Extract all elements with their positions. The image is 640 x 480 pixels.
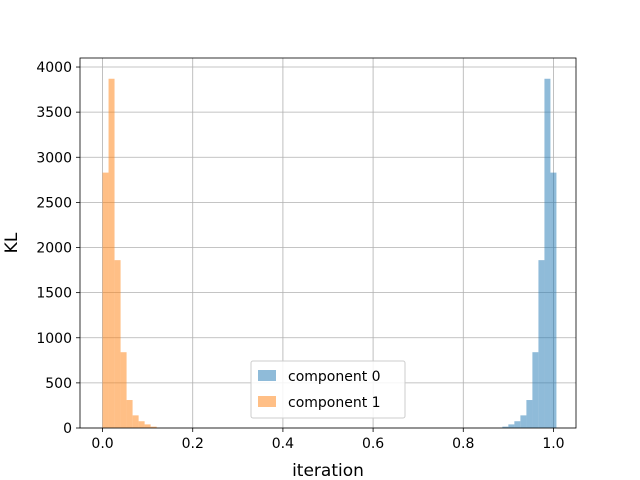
- plot-frame: [79, 57, 577, 429]
- histogram-bar-component-0: [514, 421, 521, 428]
- x-tick-label: 0.6: [362, 436, 384, 452]
- histogram-bar-component-1: [126, 400, 133, 428]
- histogram-bar-component-1: [150, 426, 157, 428]
- y-tick-label: 4000: [36, 60, 72, 76]
- x-tick-label: 0.0: [91, 436, 113, 452]
- histogram-bar-component-0: [526, 400, 533, 428]
- histogram-bar-component-1: [102, 172, 109, 428]
- y-axis-label: KL: [2, 232, 22, 253]
- y-tick-label: 3000: [36, 150, 72, 166]
- histogram-bar-component-0: [520, 415, 527, 428]
- histogram-bar-component-0: [550, 172, 557, 428]
- y-tick-label: 2500: [36, 195, 72, 211]
- x-tick-label: 0.2: [182, 436, 204, 452]
- histogram-bar-component-1: [114, 260, 121, 428]
- histogram-bar-component-1: [120, 352, 127, 428]
- axis-ticks: 0.0 0.2 0.4 0.6 0.8 1.0 0 500 1000 1500 2000 2500 30…: [36, 60, 564, 452]
- legend-swatch-component-0: [258, 370, 276, 381]
- histogram-bar-component-0: [544, 78, 551, 428]
- y-tick-label: 3500: [36, 105, 72, 121]
- histogram-bar-component-0: [502, 426, 509, 428]
- legend-label-component-0: component 0: [288, 369, 381, 385]
- histogram-bar-component-1: [138, 421, 145, 428]
- y-tick-label: 1500: [36, 286, 72, 302]
- y-tick-label: 500: [45, 376, 72, 392]
- histogram-bar-component-0: [532, 352, 539, 428]
- legend-swatch-component-1: [258, 396, 276, 407]
- x-axis-label: iteration: [292, 461, 364, 480]
- y-tick-label: 2000: [36, 241, 72, 257]
- x-tick-label: 0.4: [272, 436, 294, 452]
- legend-box: [250, 360, 406, 419]
- legend: component 0 component 1: [250, 360, 406, 419]
- y-tick-label: 0: [63, 421, 72, 437]
- histogram-bar-component-0: [538, 260, 545, 428]
- legend-label-component-1: component 1: [288, 395, 381, 411]
- x-tick-label: 0.8: [452, 436, 474, 452]
- histogram-bar-component-1: [108, 78, 115, 428]
- y-tick-label: 1000: [36, 331, 72, 347]
- histogram-bar-component-0: [508, 424, 515, 428]
- histogram-bar-component-1: [144, 424, 151, 428]
- x-tick-label: 1.0: [542, 436, 564, 452]
- histogram-bars: [102, 78, 557, 428]
- histogram-bar-component-1: [132, 415, 139, 428]
